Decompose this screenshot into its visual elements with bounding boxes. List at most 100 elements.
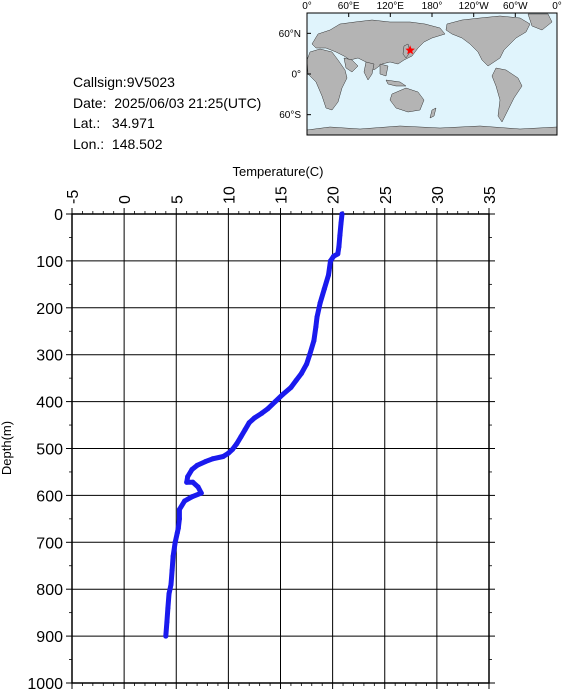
y-tick-label: 800 [36, 582, 63, 599]
station-marker [405, 45, 415, 55]
x-tick-labels: -5 0 5 10 15 20 25 30 35 [65, 186, 499, 204]
x-tick-label: 0 [117, 195, 134, 204]
map-lat-label: 60°N [279, 29, 301, 40]
y-axis-title: Depth(m) [0, 421, 14, 475]
date-line: Date: 2025/06/03 21:25(UTC) [73, 93, 261, 114]
profile-point [265, 406, 271, 412]
map-lon-label: 60°E [338, 1, 360, 12]
profile-point [174, 530, 180, 536]
series-layer [163, 211, 345, 639]
profile-point [172, 539, 178, 545]
profile-point [307, 352, 313, 358]
profile-point [314, 314, 320, 320]
profile-point [288, 385, 294, 390]
map-lon-label: 120°E [377, 1, 405, 12]
profile-point [165, 605, 171, 611]
profile-point [190, 479, 196, 485]
profile-point [182, 498, 188, 504]
profile-point [242, 427, 248, 433]
y-tick-label: 700 [36, 535, 63, 552]
x-tick-label: 15 [274, 186, 291, 204]
x-tick-label: 25 [378, 186, 395, 204]
profile-point [202, 459, 208, 465]
callsign-line: Callsign:9V5023 [73, 72, 261, 93]
map-lat-label: 0° [291, 70, 301, 81]
landmass-arabia [343, 57, 359, 73]
x-tick-label: 30 [430, 186, 447, 204]
callsign-value: 9V5023 [126, 74, 175, 90]
profile-point [164, 619, 170, 625]
landmass-south-america [491, 67, 523, 123]
profile-point [317, 300, 323, 306]
profile-point [339, 211, 345, 217]
profile-point [230, 446, 235, 452]
profile-point [238, 434, 244, 440]
map-lon-label: 0° [552, 1, 562, 12]
y-tick-label: 200 [36, 301, 63, 318]
lon-line: Lon.: 148.502 [73, 134, 261, 155]
profile-point [198, 490, 204, 496]
temperature-profile-chart: -5 0 5 10 15 20 25 30 35 01002003004005006007008… [0, 164, 499, 690]
profile-point [304, 361, 310, 367]
landmass-africa [306, 48, 348, 111]
y-tick-label: 400 [36, 395, 63, 412]
profile-point [246, 420, 252, 426]
profile-point [311, 338, 317, 344]
profile-point [168, 582, 174, 587]
profile-point [189, 494, 195, 500]
profile-point [166, 591, 172, 597]
y-tick-label: 100 [36, 254, 63, 271]
y-tick-labels: 0 100 200 300 400 500 600 700 800 900 1000 [27, 207, 63, 690]
date-label: Date: [73, 94, 107, 111]
profile-point [176, 507, 182, 512]
profile-point [336, 244, 342, 250]
lat-line: Lat.: 34.971 [73, 113, 261, 134]
profile-point [234, 441, 240, 447]
landmass-japan [402, 43, 411, 59]
x-tick-label: -5 [65, 190, 82, 204]
profile-point [321, 286, 327, 292]
lat-label: Lat.: [73, 115, 101, 131]
map-lon-label: 180° [422, 1, 443, 12]
lon-label: Lon.: [73, 135, 105, 152]
profile-point [272, 399, 278, 405]
profile-point [184, 479, 190, 485]
landmass-india [363, 61, 375, 81]
profile-point [169, 567, 175, 573]
map-land [306, 13, 558, 136]
landmass-new-zealand [429, 107, 437, 119]
profile-point [163, 633, 169, 639]
x-tick-label: 5 [169, 195, 186, 204]
profile-point [195, 484, 201, 490]
y-tick-label: 0 [54, 207, 63, 224]
y-tick-label: 1000 [27, 676, 63, 690]
profile-point [175, 525, 181, 531]
map-lon-label: 0° [302, 1, 312, 12]
y-tick-label: 600 [36, 488, 63, 505]
profile-point [293, 378, 299, 383]
profile-point [220, 454, 226, 459]
y-tick-label: 300 [36, 348, 63, 365]
profile-point [194, 462, 200, 468]
profile-point [176, 516, 182, 522]
profile-point [313, 324, 319, 330]
x-tick-label: 10 [221, 186, 238, 204]
landmass-north-america [445, 15, 531, 67]
map-lon-label: 60°W [503, 1, 528, 12]
map-lat-label: 60°S [279, 110, 301, 121]
profile-point [337, 232, 343, 238]
station-info: Callsign:9V5023 Date: 2025/06/03 21:25(U… [73, 72, 261, 154]
profile-point [170, 553, 176, 559]
landmass-australia [389, 87, 425, 113]
date-value: 2025/06/03 21:25(UTC) [114, 94, 262, 111]
map-longitude-labels: 0° 60°E 120°E 180° 120°W 60°W 0° [302, 1, 562, 17]
profile-point [338, 220, 344, 226]
y-tick-label: 900 [36, 629, 63, 646]
landmass-southeast-asia [379, 63, 407, 87]
profile-point [298, 371, 304, 376]
profile-point [335, 251, 341, 257]
landmass-eurasia [311, 19, 446, 71]
map-latitude-labels: 60°N 0° 60°S [279, 29, 311, 121]
plot-frame [71, 213, 490, 684]
profile-point [225, 450, 231, 456]
